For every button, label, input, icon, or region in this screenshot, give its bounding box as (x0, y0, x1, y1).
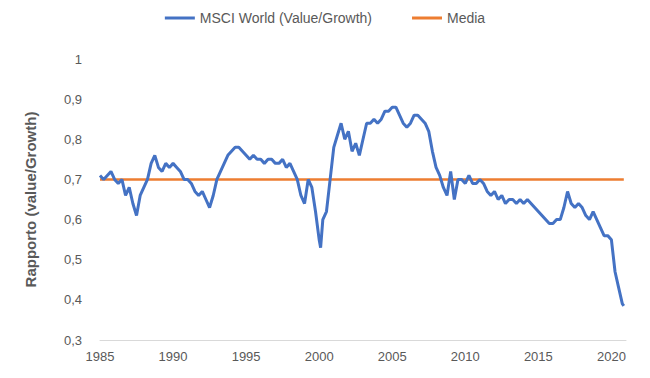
svg-text:2020: 2020 (597, 349, 626, 364)
svg-text:1985: 1985 (86, 349, 115, 364)
svg-text:0,5: 0,5 (64, 252, 82, 267)
svg-text:Rapporto (value/Growth): Rapporto (value/Growth) (22, 112, 39, 288)
svg-text:0,3: 0,3 (64, 333, 82, 348)
svg-text:0,4: 0,4 (64, 292, 82, 307)
svg-text:2015: 2015 (524, 349, 553, 364)
svg-text:MSCI World (Value/Growth): MSCI World (Value/Growth) (200, 10, 372, 26)
svg-text:Media: Media (447, 10, 485, 26)
svg-text:2005: 2005 (378, 349, 407, 364)
svg-text:0,7: 0,7 (64, 172, 82, 187)
svg-text:0,6: 0,6 (64, 212, 82, 227)
svg-text:1: 1 (75, 52, 82, 67)
svg-text:1990: 1990 (159, 349, 188, 364)
svg-text:2010: 2010 (451, 349, 480, 364)
svg-text:1995: 1995 (232, 349, 261, 364)
svg-text:2000: 2000 (305, 349, 334, 364)
svg-text:0,9: 0,9 (64, 92, 82, 107)
svg-text:0,8: 0,8 (64, 132, 82, 147)
